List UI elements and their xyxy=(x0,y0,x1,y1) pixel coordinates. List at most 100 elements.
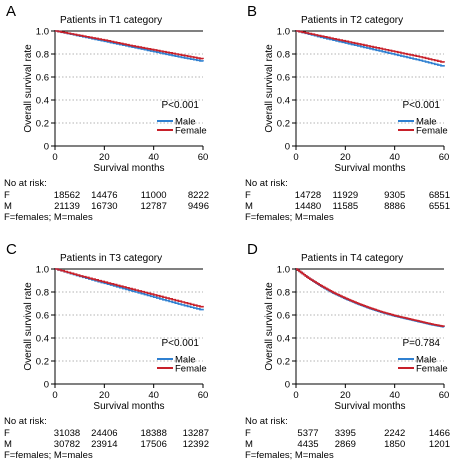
chart-title: Patients in T4 category xyxy=(301,253,403,264)
legend-label-male: Male xyxy=(175,355,196,366)
risk-count: 1466 xyxy=(429,428,450,439)
risk-count: 14476 xyxy=(91,190,117,201)
x-tick-label: 40 xyxy=(148,152,159,163)
p-value-annotation: P<0.001 xyxy=(161,338,199,349)
panel-letter: D xyxy=(247,241,258,258)
risk-count: 3395 xyxy=(335,428,356,439)
y-tick-label: 0.6 xyxy=(277,311,290,322)
risk-table-footnote: F=females; M=males xyxy=(245,450,334,461)
risk-count: 6551 xyxy=(429,201,450,212)
x-tick-label: 0 xyxy=(293,390,298,401)
y-tick-label: 1.0 xyxy=(36,265,49,276)
risk-count: 9496 xyxy=(188,201,209,212)
panel-b: B 0 0.2 0.4 0.6 0.8 1.0 0 20 40 60 Survival months O… xyxy=(245,3,450,223)
risk-count: 23914 xyxy=(91,439,117,450)
x-tick-label: 40 xyxy=(389,390,400,401)
y-tick-label: 0.2 xyxy=(36,119,49,130)
panel-c: C 0 0.2 0.4 0.6 0.8 1.0 0 20 40 60 Survival months O… xyxy=(4,241,209,461)
legend-label-female: Female xyxy=(416,126,448,137)
legend-label-female: Female xyxy=(175,126,207,137)
y-tick-label: 0 xyxy=(44,142,49,153)
y-tick-label: 0.2 xyxy=(277,357,290,368)
risk-count: 30782 xyxy=(54,439,80,450)
risk-row-label: F xyxy=(245,428,251,439)
y-axis-title: Overall survival rate xyxy=(264,282,275,371)
x-tick-label: 0 xyxy=(52,390,57,401)
y-tick-label: 0.8 xyxy=(36,50,49,61)
y-tick-label: 1.0 xyxy=(277,27,290,38)
panel-letter: B xyxy=(247,3,257,20)
y-axis-title: Overall survival rate xyxy=(23,282,34,371)
y-tick-label: 0.4 xyxy=(277,334,290,345)
risk-count: 2242 xyxy=(384,428,405,439)
x-tick-label: 60 xyxy=(198,390,209,401)
panel-letter: A xyxy=(6,3,16,20)
x-tick-label: 0 xyxy=(52,152,57,163)
risk-count: 1850 xyxy=(384,439,405,450)
risk-count: 18562 xyxy=(54,190,80,201)
risk-row-label: F xyxy=(4,190,10,201)
risk-row-label: F xyxy=(4,428,10,439)
risk-count: 11000 xyxy=(141,190,167,201)
x-tick-label: 20 xyxy=(340,152,351,163)
risk-count: 18388 xyxy=(140,428,166,439)
legend-label-male: Male xyxy=(175,117,196,128)
series-female-line xyxy=(55,30,204,60)
x-axis-title: Survival months xyxy=(93,163,164,174)
y-tick-label: 0.8 xyxy=(277,288,290,299)
risk-count: 31038 xyxy=(54,428,80,439)
y-tick-label: 0 xyxy=(44,380,49,391)
legend-label-female: Female xyxy=(416,364,448,375)
risk-row-label: F xyxy=(245,190,251,201)
chart-title: Patients in T3 category xyxy=(60,253,162,264)
y-tick-label: 0.2 xyxy=(36,357,49,368)
series-female-line xyxy=(296,30,445,63)
risk-count: 6851 xyxy=(429,190,450,201)
y-tick-label: 0.8 xyxy=(36,288,49,299)
y-tick-label: 0.4 xyxy=(277,96,290,107)
risk-row-label: M xyxy=(4,201,12,212)
risk-table-header: No at risk: xyxy=(245,416,288,427)
risk-row-label: M xyxy=(4,439,12,450)
risk-count: 9305 xyxy=(384,190,405,201)
risk-row-label: M xyxy=(245,439,253,450)
chart-title: Patients in T2 category xyxy=(301,15,403,26)
risk-table-footnote: F=females; M=males xyxy=(4,450,93,461)
x-axis-title: Survival months xyxy=(334,401,405,412)
series-male-line xyxy=(296,30,445,67)
y-tick-label: 0 xyxy=(285,380,290,391)
panel-d: D 0 0.2 0.4 0.6 0.8 1.0 0 20 40 60 Survival months O… xyxy=(245,241,450,461)
x-tick-label: 40 xyxy=(148,390,159,401)
risk-count: 4435 xyxy=(297,439,318,450)
y-tick-label: 1.0 xyxy=(36,27,49,38)
risk-count: 17506 xyxy=(140,439,166,450)
x-axis-title: Survival months xyxy=(93,401,164,412)
risk-count: 8222 xyxy=(188,190,209,201)
p-value-annotation: P<0.001 xyxy=(161,100,199,111)
x-tick-label: 60 xyxy=(198,152,209,163)
series-male-line xyxy=(296,268,445,328)
y-tick-label: 0 xyxy=(285,142,290,153)
y-tick-label: 0.6 xyxy=(277,73,290,84)
risk-count: 24406 xyxy=(91,428,117,439)
x-tick-label: 20 xyxy=(99,390,110,401)
risk-table-header: No at risk: xyxy=(4,178,47,189)
chart-title: Patients in T1 category xyxy=(60,15,162,26)
x-tick-label: 60 xyxy=(439,152,450,163)
risk-count: 16730 xyxy=(91,201,117,212)
legend-label-female: Female xyxy=(175,364,207,375)
risk-table-header: No at risk: xyxy=(4,416,47,427)
risk-count: 2869 xyxy=(335,439,356,450)
risk-table-footnote: F=females; M=males xyxy=(4,212,93,223)
y-axis-title: Overall survival rate xyxy=(23,44,34,133)
y-tick-label: 0.6 xyxy=(36,311,49,322)
legend-label-male: Male xyxy=(416,117,437,128)
risk-count: 21139 xyxy=(54,201,80,212)
risk-count: 11585 xyxy=(332,201,358,212)
x-tick-label: 60 xyxy=(439,390,450,401)
panel-a: A 0 0.2 0.4 0.6 0.8 1.0 0 20 40 60 Survival months O… xyxy=(4,3,209,223)
p-value-annotation: P=0.784 xyxy=(402,338,440,349)
x-tick-label: 0 xyxy=(293,152,298,163)
panel-letter: C xyxy=(6,241,17,258)
